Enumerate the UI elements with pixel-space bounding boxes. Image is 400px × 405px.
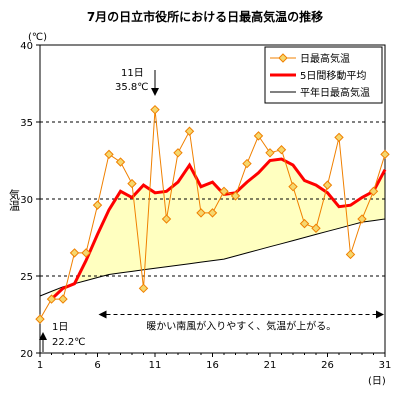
x-axis: 1 6 11 16 21 26 31 [37,353,392,371]
x-tick-label: 21 [264,360,277,371]
annotation-period-text-bg [143,318,340,334]
y-unit-label: (℃) [28,32,47,43]
data-point-daily-high [81,248,91,258]
y-tick-label: 40 [20,41,33,52]
data-point-daily-high [173,148,183,158]
data-point-daily-high [357,214,367,224]
annotation-max-day: 11日 [121,68,144,79]
legend-label-ma: 5日間移動平均 [300,69,366,82]
data-point-daily-high [207,208,218,218]
data-point-daily-high [380,149,390,160]
data-point-daily-high [92,200,103,210]
legend-label-daily: 日最高気温 [300,52,350,65]
data-point-daily-high [242,158,252,169]
annotation-period-text: 暖かい南風が入りやすく、気温が上がる。 [146,320,336,333]
x-tick-label: 1 [37,360,43,371]
legend-marker-daily [278,53,288,63]
annotations: 11日 35.8℃ 1日 22.2℃ 暖かい南風が入りやすく、気温が上がる。 [39,68,384,352]
data-point-daily-high [196,208,206,218]
data-point-daily-high [322,180,333,190]
data-point-daily-high [161,214,172,224]
annotation-max-temp: 35.8℃ [115,82,149,93]
legend: 日最高気温 5日間移動平均 平年日最高気温 [264,46,383,104]
y-tick-label: 35 [20,118,33,129]
x-tick-label: 26 [321,360,334,371]
annotation-min-day: 1日 [52,322,68,333]
data-point-daily-high [184,126,195,136]
y-axis: 20 25 30 35 40 [20,41,40,360]
data-point-daily-high [299,218,310,229]
data-point-daily-high [127,178,137,189]
data-point-daily-high [288,181,298,192]
chart-title: 7月の日立市役所における日最高気温の推移 [87,9,323,24]
data-point-daily-high [334,132,344,143]
data-point-daily-high [368,186,379,197]
data-point-daily-high [58,294,68,304]
data-point-daily-high [104,149,114,160]
x-tick-label: 6 [94,360,100,371]
data-point-daily-high [311,223,321,233]
data-point-daily-high [253,131,264,141]
annotation-min-temp: 22.2℃ [52,337,86,348]
data-point-daily-high [46,294,57,304]
data-point-daily-high [219,186,229,197]
data-point-daily-high [345,249,356,260]
series-line-moving-average [50,157,387,301]
x-tick-label: 31 [379,360,392,371]
y-tick-label: 25 [20,272,33,283]
data-point-daily-high [276,145,287,155]
data-point-daily-high [35,314,45,324]
series-markers-daily-high [35,104,390,324]
y-tick-label: 20 [20,349,33,360]
data-point-daily-high [115,157,126,167]
x-tick-label: 16 [206,360,219,371]
y-tick-label: 30 [20,195,33,206]
data-point-daily-high [150,104,160,115]
x-unit-label: (日) [368,376,386,387]
x-tick-label: 11 [149,360,162,371]
series-line-normal-high [39,218,386,297]
data-point-daily-high [138,283,149,294]
legend-label-normal: 平年日最高気温 [300,86,370,99]
data-point-daily-high [230,191,241,201]
area-fill [51,159,385,300]
data-point-daily-high [265,148,275,158]
data-point-daily-high [69,248,80,258]
y-axis-title: 気温 [8,188,21,211]
